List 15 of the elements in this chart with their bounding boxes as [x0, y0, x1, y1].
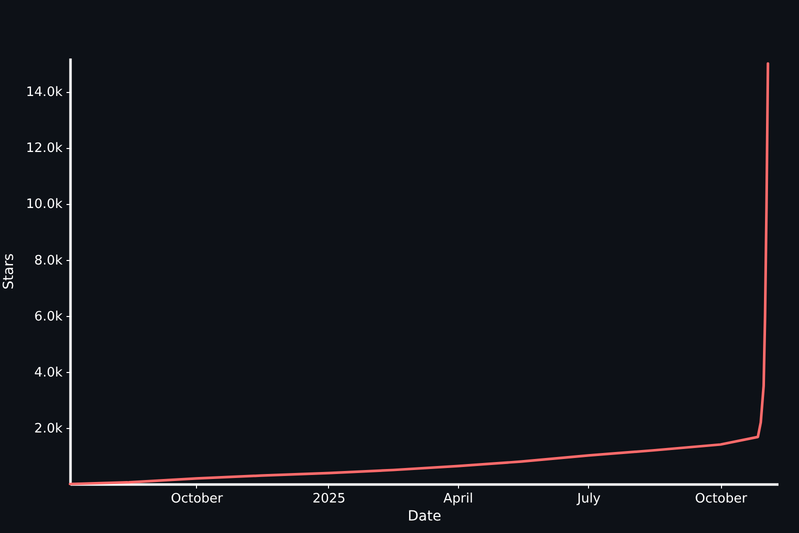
- y-tick-label: 14.0k: [26, 85, 63, 100]
- y-tick-label: 2.0k: [34, 421, 63, 436]
- y-tick-label: 8.0k: [34, 253, 63, 268]
- x-tick-label: July: [576, 492, 601, 506]
- x-tick-label: October: [695, 492, 748, 506]
- y-axis-title: Stars: [1, 253, 18, 290]
- y-tick-label: 6.0k: [34, 309, 63, 324]
- x-tick-label: April: [443, 492, 474, 506]
- line-series: [68, 62, 770, 486]
- y-tick-label: 12.0k: [26, 141, 63, 156]
- x-axis-title: Date: [408, 508, 442, 524]
- y-tick-label: 4.0k: [34, 365, 63, 380]
- x-tick-label: October: [170, 492, 224, 506]
- y-tick-label: 10.0k: [26, 197, 63, 212]
- x-tick-label: 2025: [312, 492, 346, 506]
